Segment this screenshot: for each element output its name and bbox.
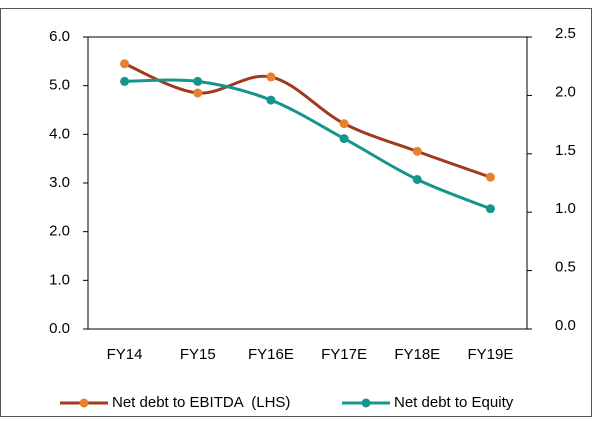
legend-label: Net debt to EBITDA (LHS) [112, 394, 290, 411]
y-tick-label: 4.0 [49, 125, 70, 142]
x-tick-label: FY15 [180, 346, 216, 363]
y2-tick-label: 2.5 [555, 25, 576, 42]
x-tick-label: FY14 [107, 346, 143, 363]
point [339, 119, 349, 129]
point [412, 146, 422, 156]
point [485, 204, 495, 214]
y-tick-label: 3.0 [49, 174, 70, 191]
point [485, 172, 495, 182]
y-tick-label: 5.0 [49, 77, 70, 94]
point [266, 72, 276, 82]
point [120, 76, 130, 86]
point [193, 76, 203, 86]
legend-label: Net debt to Equity [394, 394, 514, 411]
legend-marker [361, 398, 371, 408]
y2-tick-label: 1.5 [555, 142, 576, 159]
point [120, 59, 130, 69]
y2-tick-label: 1.0 [555, 200, 576, 217]
y-tick-label: 2.0 [49, 223, 70, 240]
point [193, 88, 203, 98]
x-tick-label: FY16E [248, 346, 294, 363]
y2-tick-label: 0.5 [555, 259, 576, 276]
legend-marker [79, 398, 89, 408]
y2-tick-label: 0.0 [555, 317, 576, 334]
x-tick-label: FY17E [321, 346, 367, 363]
y-tick-label: 6.0 [49, 28, 70, 45]
x-tick-label: FY19E [467, 346, 513, 363]
x-tick-label: FY18E [394, 346, 440, 363]
y2-tick-label: 2.0 [555, 83, 576, 100]
y-tick-label: 0.0 [49, 320, 70, 337]
y-tick-label: 1.0 [49, 271, 70, 288]
point [339, 134, 349, 144]
point [412, 174, 422, 184]
point [266, 95, 276, 105]
